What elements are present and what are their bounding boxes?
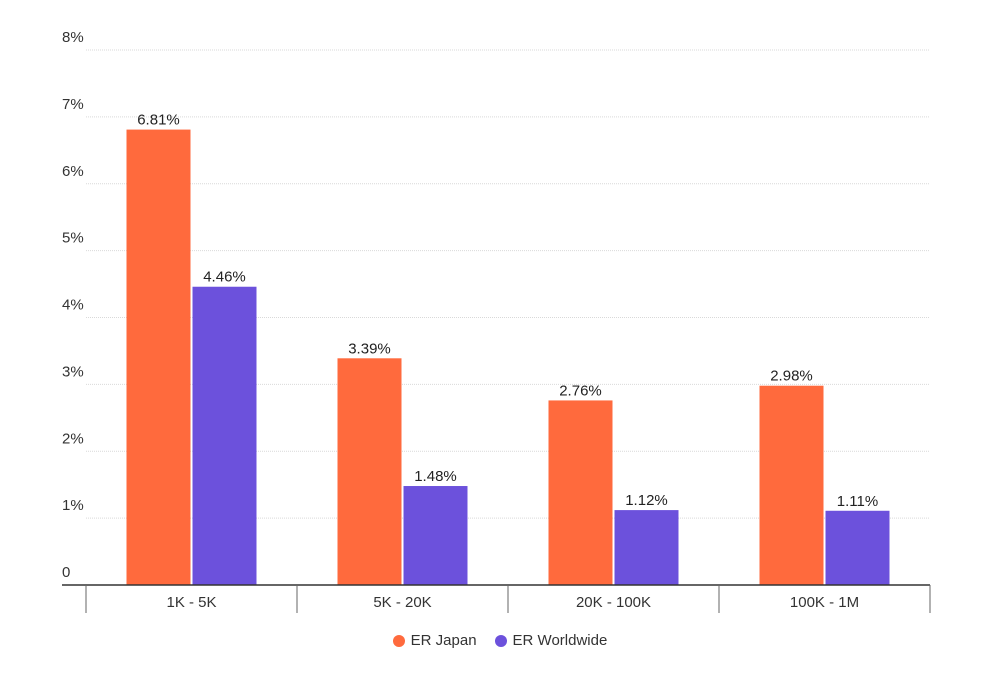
bar[interactable] (126, 129, 191, 586)
x-axis: 1K - 5K 5K - 20K 20K - 100K 100K - 1M (62, 584, 931, 613)
y-tick-label: 4% (62, 297, 84, 314)
bars: 6.81% 4.46% 3.39% 1.48% 2.76% 1.12% 2.98% 1.11% (126, 112, 890, 586)
y-tick-label: 7% (62, 96, 84, 113)
x-tick-label: 100K - 1M (790, 594, 859, 611)
legend: ER Japan ER Worldwide (0, 632, 1000, 649)
y-tick-label: 1% (62, 497, 84, 514)
legend-swatch-er-worldwide (494, 634, 507, 647)
data-label: 3.39% (348, 340, 391, 357)
data-label: 6.81% (137, 112, 180, 129)
x-tick-label: 20K - 100K (576, 594, 651, 611)
y-tick-label: 8% (62, 29, 84, 46)
data-label: 1.12% (625, 492, 668, 509)
bar[interactable] (825, 510, 890, 585)
data-label: 2.76% (559, 382, 602, 399)
bar[interactable] (192, 286, 257, 585)
data-label: 4.46% (203, 269, 246, 286)
y-tick-label: 2% (62, 430, 84, 447)
y-tick-label: 0 (62, 564, 70, 581)
legend-label-er-worldwide: ER Worldwide (512, 632, 608, 649)
data-label: 1.48% (414, 468, 457, 485)
bar[interactable] (614, 510, 679, 585)
y-axis: 0 1% 2% 3% 4% 5% 6% 7% 8% (62, 29, 84, 581)
data-label: 1.11% (837, 493, 878, 510)
bar[interactable] (759, 385, 824, 585)
y-tick-label: 6% (62, 163, 84, 180)
legend-label-er-japan: ER Japan (410, 632, 477, 649)
legend-swatch-er-japan (392, 634, 405, 647)
bar[interactable] (403, 486, 468, 585)
data-label: 2.98% (770, 368, 813, 385)
legend-item-er-japan[interactable]: ER Japan (392, 632, 477, 649)
x-tick-label: 1K - 5K (166, 594, 216, 611)
bar[interactable] (548, 400, 613, 585)
bar[interactable] (337, 358, 402, 585)
legend-item-er-worldwide[interactable]: ER Worldwide (494, 632, 608, 649)
y-tick-label: 5% (62, 230, 84, 247)
y-tick-label: 3% (62, 363, 84, 380)
x-tick-label: 5K - 20K (373, 594, 431, 611)
